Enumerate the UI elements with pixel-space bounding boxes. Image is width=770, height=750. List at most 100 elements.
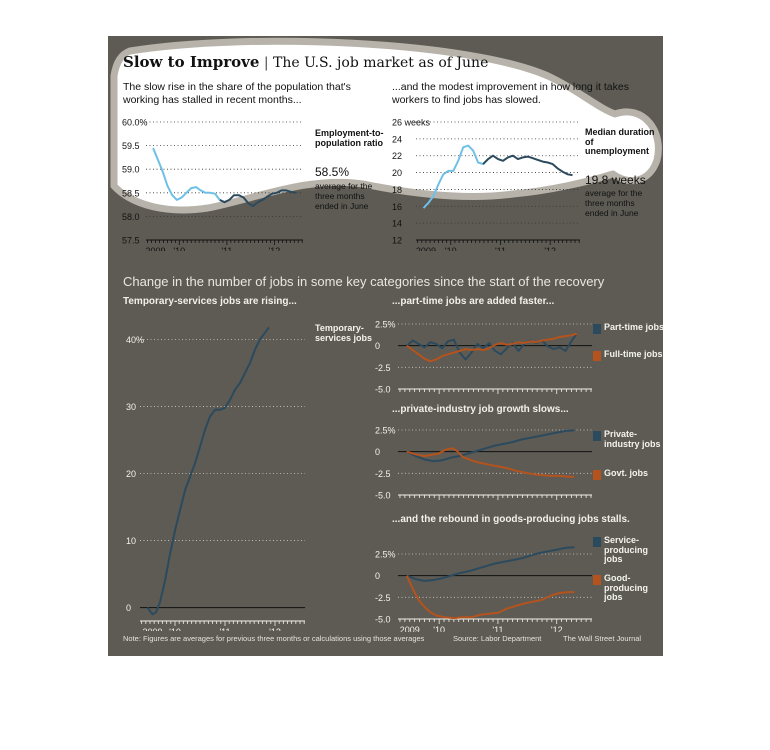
x-tick-label: '10 xyxy=(169,627,181,631)
y-tick-label: 57.5 xyxy=(122,236,140,246)
series-line xyxy=(482,154,573,177)
y-tick-label: 26 weeks xyxy=(392,118,431,128)
y-tick-label: 58.0 xyxy=(122,212,140,222)
x-tick-label: '12 xyxy=(551,501,563,502)
x-tick-label: 2009 xyxy=(400,625,420,632)
parttime-subtitle: ...part-time jobs are added faster... xyxy=(392,296,555,307)
legend-label: Govt. jobs xyxy=(604,468,649,478)
y-tick-label: 59.5 xyxy=(122,141,140,151)
x-tick-label: '10 xyxy=(433,395,445,396)
y-tick-label: 20 xyxy=(392,168,402,178)
y-tick-label: 18 xyxy=(392,185,402,195)
series-line-navy xyxy=(146,326,270,616)
x-tick-label: '10 xyxy=(433,625,445,632)
goods-subtitle: ...and the rebound in goods-producing jo… xyxy=(392,514,630,525)
y-tick-label: 59.0 xyxy=(122,165,140,175)
y-tick-label: 0 xyxy=(126,603,131,613)
section-title: Change in the number of jobs in some key… xyxy=(123,274,605,289)
y-tick-label: 60.0% xyxy=(122,118,148,128)
y-tick-label: -2.5 xyxy=(375,363,391,373)
y-tick-label: -2.5 xyxy=(375,593,391,603)
intro-right: ...and the modest improvement in how lon… xyxy=(392,81,629,106)
y-tick-label: 2.5% xyxy=(375,550,396,560)
x-tick-label: '10 xyxy=(173,246,185,251)
title-main: Slow to Improve xyxy=(123,53,260,71)
y-tick-label: 12 xyxy=(392,236,402,246)
chart-temporary-services: 40% 30 20 10 0 2009 '10 '11 '12 xyxy=(126,326,305,631)
emp-note: average for the three months ended in Ju… xyxy=(315,181,373,211)
x-tick-label: '11 xyxy=(492,395,503,396)
legend-swatch-orange xyxy=(593,470,601,480)
series-line-orange xyxy=(406,447,575,478)
footer-source: Source: Labor Department xyxy=(453,634,542,643)
dur-label: Median duration of unemployment xyxy=(585,127,655,156)
legend-swatch-navy xyxy=(593,431,601,441)
y-tick-label: 20 xyxy=(126,469,136,479)
emp-label: Employment-to-population ratio xyxy=(315,128,384,148)
y-tick-label: -5.0 xyxy=(375,491,391,501)
dur-value: 19.8 weeks xyxy=(585,173,646,187)
legend-label: Service-producing jobs xyxy=(604,535,648,564)
x-tick-label: '11 xyxy=(495,246,506,251)
chart-service-goods: 2.5% 0 -2.5 -5.0 2009 '10 '11 '12 xyxy=(375,546,592,632)
x-tick-label: '12 xyxy=(269,627,281,631)
private-subtitle: ...private-industry job growth slows... xyxy=(392,404,569,415)
temp-label: Temporary-services jobs xyxy=(315,323,373,343)
y-tick-label: 0 xyxy=(375,571,380,581)
series-line xyxy=(219,189,297,207)
x-tick-label: 2009 xyxy=(400,395,420,396)
dur-note: average for the three months ended in Ju… xyxy=(585,188,643,218)
chart-employment-ratio: 60.0% 59.5 59.0 58.5 58.0 57.5 2009 '10 '11 '12 xyxy=(122,118,303,251)
footer-note: Note: Figures are averages for previous … xyxy=(123,634,425,643)
y-tick-label: 22 xyxy=(392,151,402,161)
y-tick-label: 24 xyxy=(392,134,402,144)
temp-subtitle: Temporary-services jobs are rising... xyxy=(123,296,297,307)
legend-swatch-orange xyxy=(593,351,601,361)
legend-label: Good-producing jobs xyxy=(604,573,648,602)
legend-label: Part-time jobs xyxy=(604,322,665,332)
intro-left: The slow rise in the share of the popula… xyxy=(123,81,351,106)
y-tick-label: 58.5 xyxy=(122,188,140,198)
legend-label: Full-time jobs xyxy=(604,349,663,359)
series-line-highlighted xyxy=(422,144,489,209)
chart-part-full-time: 2.5% 0 -2.5 -5.0 2009 '10 '11 '12 xyxy=(375,320,592,396)
x-tick-label: '11 xyxy=(492,625,503,632)
y-tick-label: 10 xyxy=(126,536,136,546)
chart-unemployment-duration: 26 weeks 24 22 20 18 16 14 12 2009 '10 '11 '12 xyxy=(392,118,580,251)
legend-swatch-orange xyxy=(593,575,601,585)
series-line-navy xyxy=(406,546,575,582)
x-tick-label: '11 xyxy=(221,246,232,251)
x-tick-label: '11 xyxy=(219,627,230,631)
legend-label: Private-industry jobs xyxy=(604,429,661,449)
legend-swatch-navy xyxy=(593,324,601,334)
x-tick-label: '12 xyxy=(551,625,563,632)
y-tick-label: -2.5 xyxy=(375,469,391,479)
chart-private-govt: 2.5% 0 -2.5 -5.0 2009 '10 '11 '12 xyxy=(375,426,592,502)
legend-swatch-navy xyxy=(593,537,601,547)
emp-value: 58.5% xyxy=(315,165,350,179)
title-sub: The U.S. job market as of June xyxy=(273,55,489,71)
x-tick-label: '11 xyxy=(492,501,503,502)
y-tick-label: 0 xyxy=(375,341,380,351)
x-tick-label: 2009 xyxy=(145,246,165,251)
x-tick-label: '12 xyxy=(544,246,556,251)
footer-brand: The Wall Street Journal xyxy=(563,634,642,643)
y-tick-label: 16 xyxy=(392,202,402,212)
y-tick-label: -5.0 xyxy=(375,385,391,395)
x-tick-label: '12 xyxy=(551,395,563,396)
y-tick-label: 0 xyxy=(375,447,380,457)
x-tick-label: 2009 xyxy=(400,501,420,502)
graphic-panel: Slow to Improve | The U.S. job market as… xyxy=(108,36,665,656)
y-tick-label: -5.0 xyxy=(375,615,391,625)
x-tick-label: 2009 xyxy=(416,246,436,251)
x-tick-label: 2009 xyxy=(142,627,162,631)
y-tick-label: 30 xyxy=(126,402,136,412)
y-tick-label: 2.5% xyxy=(375,320,396,330)
chart-title: Slow to Improve | The U.S. job market as… xyxy=(123,53,489,71)
x-tick-label: '10 xyxy=(433,501,445,502)
series-line-orange xyxy=(405,575,575,620)
y-tick-label: 14 xyxy=(392,219,402,229)
y-tick-label: 2.5% xyxy=(375,426,396,436)
highlight-blob xyxy=(110,37,662,214)
x-tick-label: '10 xyxy=(445,246,457,251)
